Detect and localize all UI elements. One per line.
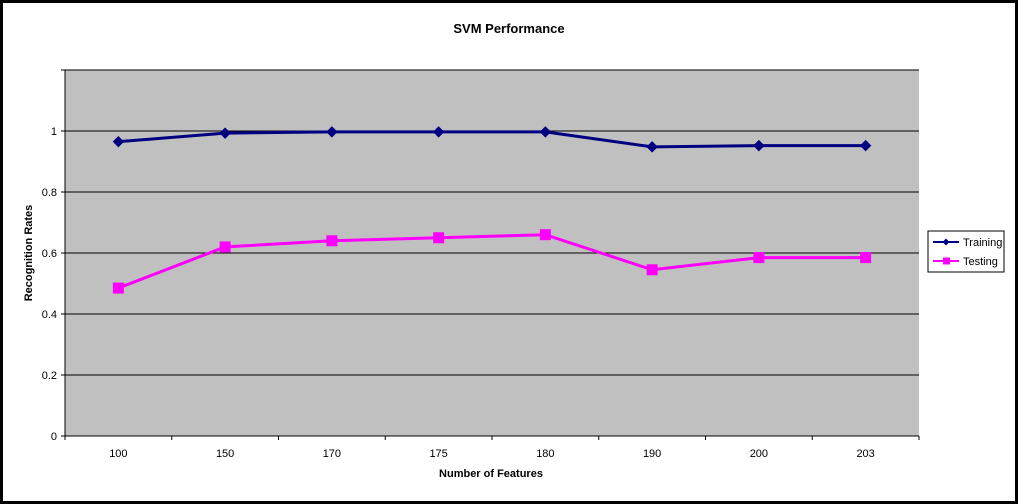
training-point (219, 127, 231, 139)
x-tick-label: 150 (216, 448, 234, 460)
y-tick-label: 0.4 (42, 309, 57, 321)
series-layer (112, 126, 872, 294)
y-tick-label: 1 (51, 126, 57, 138)
training-line (118, 130, 866, 149)
testing-point (646, 264, 658, 276)
legend-box (927, 230, 1005, 273)
chart-title: SVM Performance (453, 21, 564, 36)
legend-marker (942, 238, 950, 246)
training-point (112, 135, 125, 148)
testing-point (326, 235, 338, 247)
training-point (646, 141, 658, 153)
chart-frame: SVM Performance 0 0.2 0.4 0.6 0.8 1 100 150 170… (3, 3, 1015, 501)
legend-items: Training Testing (933, 237, 1002, 268)
series-testing (112, 229, 872, 294)
legend-marker (943, 257, 950, 265)
training-point (326, 126, 338, 138)
y-ticks: 0 0.2 0.4 0.6 0.8 1 (42, 69, 65, 443)
testing-line (117, 233, 866, 290)
y-tick-label: 0 (51, 431, 57, 443)
training-point (753, 139, 765, 152)
training-point (432, 126, 445, 138)
testing-point (860, 252, 872, 264)
x-tick-label: 175 (429, 448, 447, 460)
x-tick-label: 190 (643, 448, 661, 460)
series-training (112, 126, 872, 153)
legend: Training Testing (927, 230, 1005, 273)
testing-point (112, 282, 124, 294)
x-tick-label: 100 (109, 448, 127, 460)
y-axis-title: Recognition Rates (23, 205, 35, 302)
x-tick-label: 200 (750, 448, 768, 460)
testing-point (219, 241, 231, 253)
y-tick-label: 0.8 (42, 187, 57, 199)
y-tick-label: 0.2 (42, 370, 57, 382)
training-point (539, 126, 552, 138)
y-tick-label: 0.6 (42, 248, 57, 260)
x-tick-label: 170 (323, 448, 341, 460)
legend-label: Testing (963, 256, 998, 268)
x-ticks: 100 150 170 175 180 190 200 203 (64, 436, 920, 460)
x-tick-label: 180 (536, 448, 554, 460)
legend-label: Training (963, 237, 1002, 249)
x-axis-title: Number of Features (439, 468, 543, 480)
testing-point (433, 232, 445, 244)
training-point (859, 139, 872, 152)
testing-point (753, 252, 765, 264)
x-tick-label: 203 (856, 448, 874, 460)
testing-point (539, 229, 551, 241)
chart-svg: SVM Performance 0 0.2 0.4 0.6 0.8 1 100 150 170… (23, 21, 1005, 480)
